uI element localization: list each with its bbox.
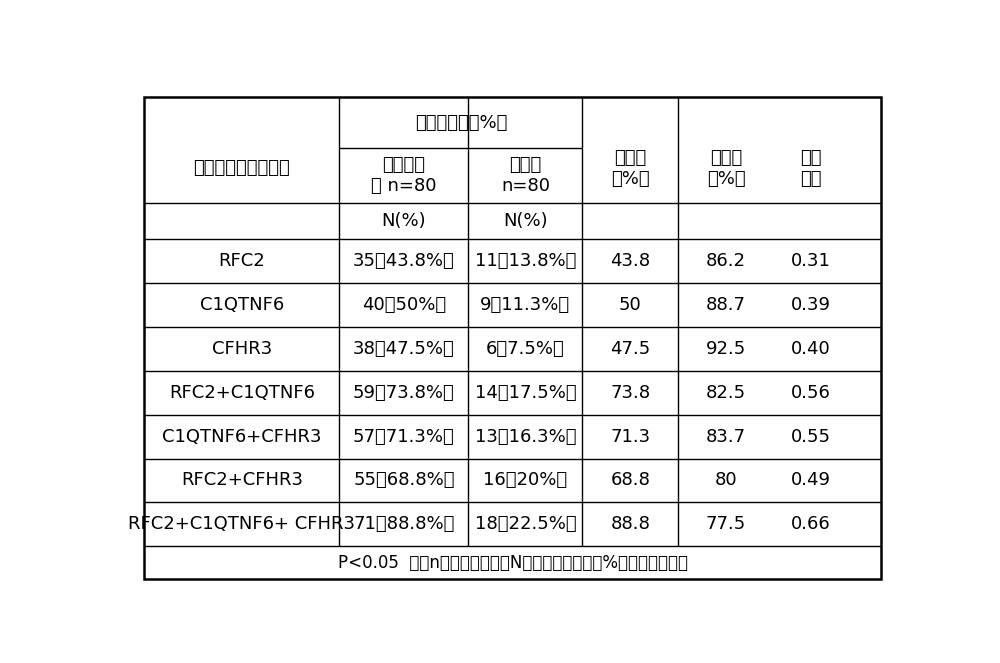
Text: 试纸条检测抗原组合: 试纸条检测抗原组合 bbox=[194, 159, 290, 177]
Text: N(%): N(%) bbox=[382, 212, 426, 230]
Text: 82.5: 82.5 bbox=[706, 384, 746, 402]
Text: 约登
指数: 约登 指数 bbox=[800, 149, 821, 188]
Text: 0.40: 0.40 bbox=[791, 339, 831, 358]
Text: 14（17.5%）: 14（17.5%） bbox=[475, 384, 576, 402]
Text: 47.5: 47.5 bbox=[610, 339, 650, 358]
Text: 92.5: 92.5 bbox=[706, 339, 746, 358]
Text: 43.8: 43.8 bbox=[610, 252, 650, 270]
Text: RFC2+C1QTNF6+ CFHR3: RFC2+C1QTNF6+ CFHR3 bbox=[128, 515, 355, 534]
Text: CFHR3: CFHR3 bbox=[212, 339, 272, 358]
Text: RFC2+C1QTNF6: RFC2+C1QTNF6 bbox=[169, 384, 315, 402]
Text: 83.7: 83.7 bbox=[706, 428, 746, 446]
Text: 抗原阳性数（%）: 抗原阳性数（%） bbox=[415, 113, 507, 132]
Text: 灵敏度
（%）: 灵敏度 （%） bbox=[611, 149, 650, 188]
Text: 13（16.3%）: 13（16.3%） bbox=[475, 428, 576, 446]
Text: 0.31: 0.31 bbox=[791, 252, 831, 270]
Text: 0.49: 0.49 bbox=[791, 471, 831, 489]
Text: 57（71.3%）: 57（71.3%） bbox=[353, 428, 455, 446]
Text: 50: 50 bbox=[619, 296, 642, 314]
Text: 40（50%）: 40（50%） bbox=[362, 296, 446, 314]
Text: 11（13.8%）: 11（13.8%） bbox=[475, 252, 576, 270]
Text: 特异度
（%）: 特异度 （%） bbox=[707, 149, 745, 188]
Text: 0.55: 0.55 bbox=[791, 428, 831, 446]
Text: N(%): N(%) bbox=[503, 212, 548, 230]
Text: 6（7.5%）: 6（7.5%） bbox=[486, 339, 565, 358]
Text: 88.8: 88.8 bbox=[610, 515, 650, 534]
Text: 71.3: 71.3 bbox=[610, 428, 650, 446]
Text: 食管鳞癌
组 n=80: 食管鳞癌 组 n=80 bbox=[371, 156, 437, 195]
Text: 0.66: 0.66 bbox=[791, 515, 831, 534]
Text: 80: 80 bbox=[715, 471, 737, 489]
Text: 73.8: 73.8 bbox=[610, 384, 650, 402]
Text: 9（11.3%）: 9（11.3%） bbox=[480, 296, 570, 314]
Text: 16（20%）: 16（20%） bbox=[483, 471, 567, 489]
Text: 0.39: 0.39 bbox=[791, 296, 831, 314]
Text: 59（73.8%）: 59（73.8%） bbox=[353, 384, 455, 402]
Text: 55（68.8%）: 55（68.8%） bbox=[353, 471, 455, 489]
Text: C1QTNF6+CFHR3: C1QTNF6+CFHR3 bbox=[162, 428, 322, 446]
Text: 71（88.8%）: 71（88.8%） bbox=[353, 515, 455, 534]
Text: 77.5: 77.5 bbox=[706, 515, 746, 534]
Text: 18（22.5%）: 18（22.5%） bbox=[475, 515, 576, 534]
Text: 88.7: 88.7 bbox=[706, 296, 746, 314]
Text: 对照组
n=80: 对照组 n=80 bbox=[501, 156, 550, 195]
Text: C1QTNF6: C1QTNF6 bbox=[200, 296, 284, 314]
Text: 38（47.5%）: 38（47.5%） bbox=[353, 339, 455, 358]
Text: 86.2: 86.2 bbox=[706, 252, 746, 270]
Text: P<0.05  注：n代表样本总数，N代表抗原阳性数，%代表抗原阳性率: P<0.05 注：n代表样本总数，N代表抗原阳性数，%代表抗原阳性率 bbox=[338, 554, 688, 572]
Text: 68.8: 68.8 bbox=[610, 471, 650, 489]
Text: RFC2: RFC2 bbox=[219, 252, 265, 270]
Text: 35（43.8%）: 35（43.8%） bbox=[353, 252, 455, 270]
Text: 0.56: 0.56 bbox=[791, 384, 831, 402]
Text: RFC2+CFHR3: RFC2+CFHR3 bbox=[181, 471, 303, 489]
